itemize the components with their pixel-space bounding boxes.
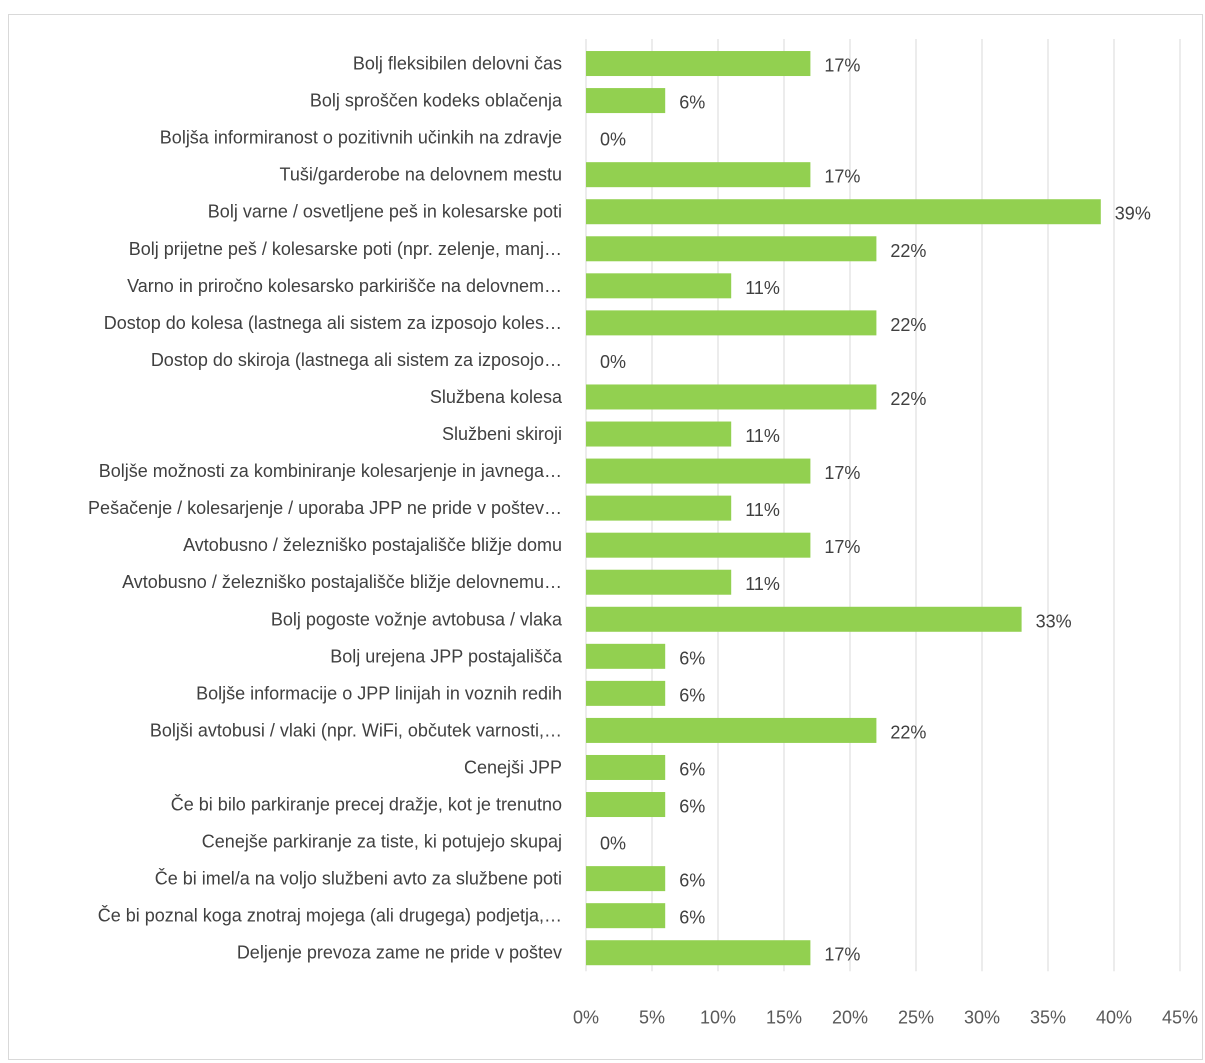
- value-label: 17%: [824, 167, 860, 187]
- category-label: Bolj pogoste vožnje avtobusa / vlaka: [271, 609, 563, 629]
- value-label: 17%: [824, 56, 860, 76]
- bar: [586, 866, 666, 892]
- bar: [586, 940, 811, 966]
- category-label: Bolj fleksibilen delovni čas: [353, 54, 562, 74]
- value-label: 6%: [679, 871, 705, 891]
- value-label: 22%: [890, 722, 926, 742]
- x-tick-label: 25%: [898, 1007, 934, 1027]
- bar: [586, 199, 1101, 225]
- value-label: 6%: [679, 648, 705, 668]
- category-label: Službeni skiroji: [442, 424, 562, 444]
- category-label: Bolj varne / osvetljene peš in kolesarsk…: [208, 202, 562, 222]
- category-label: Dostop do kolesa (lastnega ali sistem za…: [104, 313, 562, 333]
- value-label: 6%: [679, 685, 705, 705]
- x-tick-label: 40%: [1096, 1007, 1132, 1027]
- bar: [586, 532, 811, 558]
- bar: [586, 421, 732, 447]
- x-tick-label: 45%: [1162, 1007, 1198, 1027]
- value-label: 22%: [890, 389, 926, 409]
- value-label: 0%: [600, 834, 626, 854]
- value-label: 33%: [1036, 611, 1072, 631]
- category-label: Dostop do skiroja (lastnega ali sistem z…: [151, 350, 562, 370]
- category-label: Če bi imel/a na voljo službeni avto za s…: [155, 868, 562, 889]
- bar: [586, 384, 877, 410]
- category-label: Deljenje prevoza zame ne pride v poštev: [237, 943, 562, 963]
- category-label: Pešačenje / kolesarjenje / uporaba JPP n…: [88, 498, 562, 518]
- x-tick-label: 35%: [1030, 1007, 1066, 1027]
- bar: [586, 569, 732, 595]
- value-label: 22%: [890, 315, 926, 335]
- category-label: Službena kolesa: [430, 387, 563, 407]
- x-tick-label: 15%: [766, 1007, 802, 1027]
- category-label: Avtobusno / železniško postajališče bliž…: [183, 535, 562, 555]
- x-tick-label: 20%: [832, 1007, 868, 1027]
- value-label: 11%: [745, 574, 780, 594]
- category-label: Tuši/garderobe na delovnem mestu: [280, 165, 563, 185]
- bar: [586, 903, 666, 929]
- bar: [586, 273, 732, 299]
- bar: [586, 236, 877, 262]
- value-label: 11%: [745, 426, 780, 446]
- x-tick-label: 30%: [964, 1007, 1000, 1027]
- bar: [586, 606, 1022, 632]
- bar: [586, 51, 811, 77]
- x-tick-label: 0%: [573, 1007, 599, 1027]
- category-label: Boljša informiranost o pozitivnih učinki…: [160, 128, 562, 148]
- category-label: Cenejše parkiranje za tiste, ki potujejo…: [202, 832, 562, 852]
- value-label: 22%: [890, 241, 926, 261]
- bar: [586, 680, 666, 706]
- bar: [586, 792, 666, 818]
- value-label: 17%: [824, 945, 860, 965]
- category-label: Avtobusno / železniško postajališče bliž…: [122, 572, 562, 592]
- bar: [586, 754, 666, 780]
- category-label: Bolj prijetne peš / kolesarske poti (npr…: [129, 239, 562, 259]
- value-label: 11%: [745, 500, 780, 520]
- value-label: 6%: [679, 908, 705, 928]
- bar: [586, 162, 811, 188]
- value-label: 6%: [679, 759, 705, 779]
- value-label: 0%: [600, 130, 626, 150]
- category-label: Boljši avtobusi / vlaki (npr. WiFi, obču…: [150, 720, 562, 740]
- bar: [586, 717, 877, 743]
- category-label: Boljše informacije o JPP linijah in vozn…: [196, 683, 562, 703]
- bar: [586, 495, 732, 521]
- category-label: Če bi poznal koga znotraj mojega (ali dr…: [98, 905, 562, 926]
- category-label: Boljše možnosti za kombiniranje kolesarj…: [99, 461, 562, 481]
- value-label: 17%: [824, 463, 860, 483]
- category-label: Bolj sproščen kodeks oblačenja: [310, 91, 563, 111]
- x-tick-label: 10%: [700, 1007, 736, 1027]
- category-label: Bolj urejena JPP postajališča: [330, 646, 563, 666]
- value-label: 6%: [679, 797, 705, 817]
- value-label: 11%: [745, 278, 780, 298]
- category-label: Cenejši JPP: [464, 757, 562, 777]
- value-label: 0%: [600, 352, 626, 372]
- x-tick-label: 5%: [639, 1007, 665, 1027]
- bar: [586, 310, 877, 336]
- category-label: Varno in priročno kolesarsko parkirišče …: [127, 276, 562, 296]
- bar: [586, 643, 666, 669]
- bar: [586, 88, 666, 114]
- value-label: 39%: [1115, 204, 1151, 224]
- value-label: 6%: [679, 93, 705, 113]
- chart-frame: 0% 5% 10% 15% 20% 25% 30% 35% 40% 45% Bolj fleksib…: [8, 14, 1203, 1060]
- value-label: 17%: [824, 537, 860, 557]
- category-label: Če bi bilo parkiranje precej dražje, kot…: [171, 794, 562, 815]
- bar: [586, 458, 811, 484]
- bar-chart: 0% 5% 10% 15% 20% 25% 30% 35% 40% 45% Bolj fleksib…: [88, 39, 1198, 1027]
